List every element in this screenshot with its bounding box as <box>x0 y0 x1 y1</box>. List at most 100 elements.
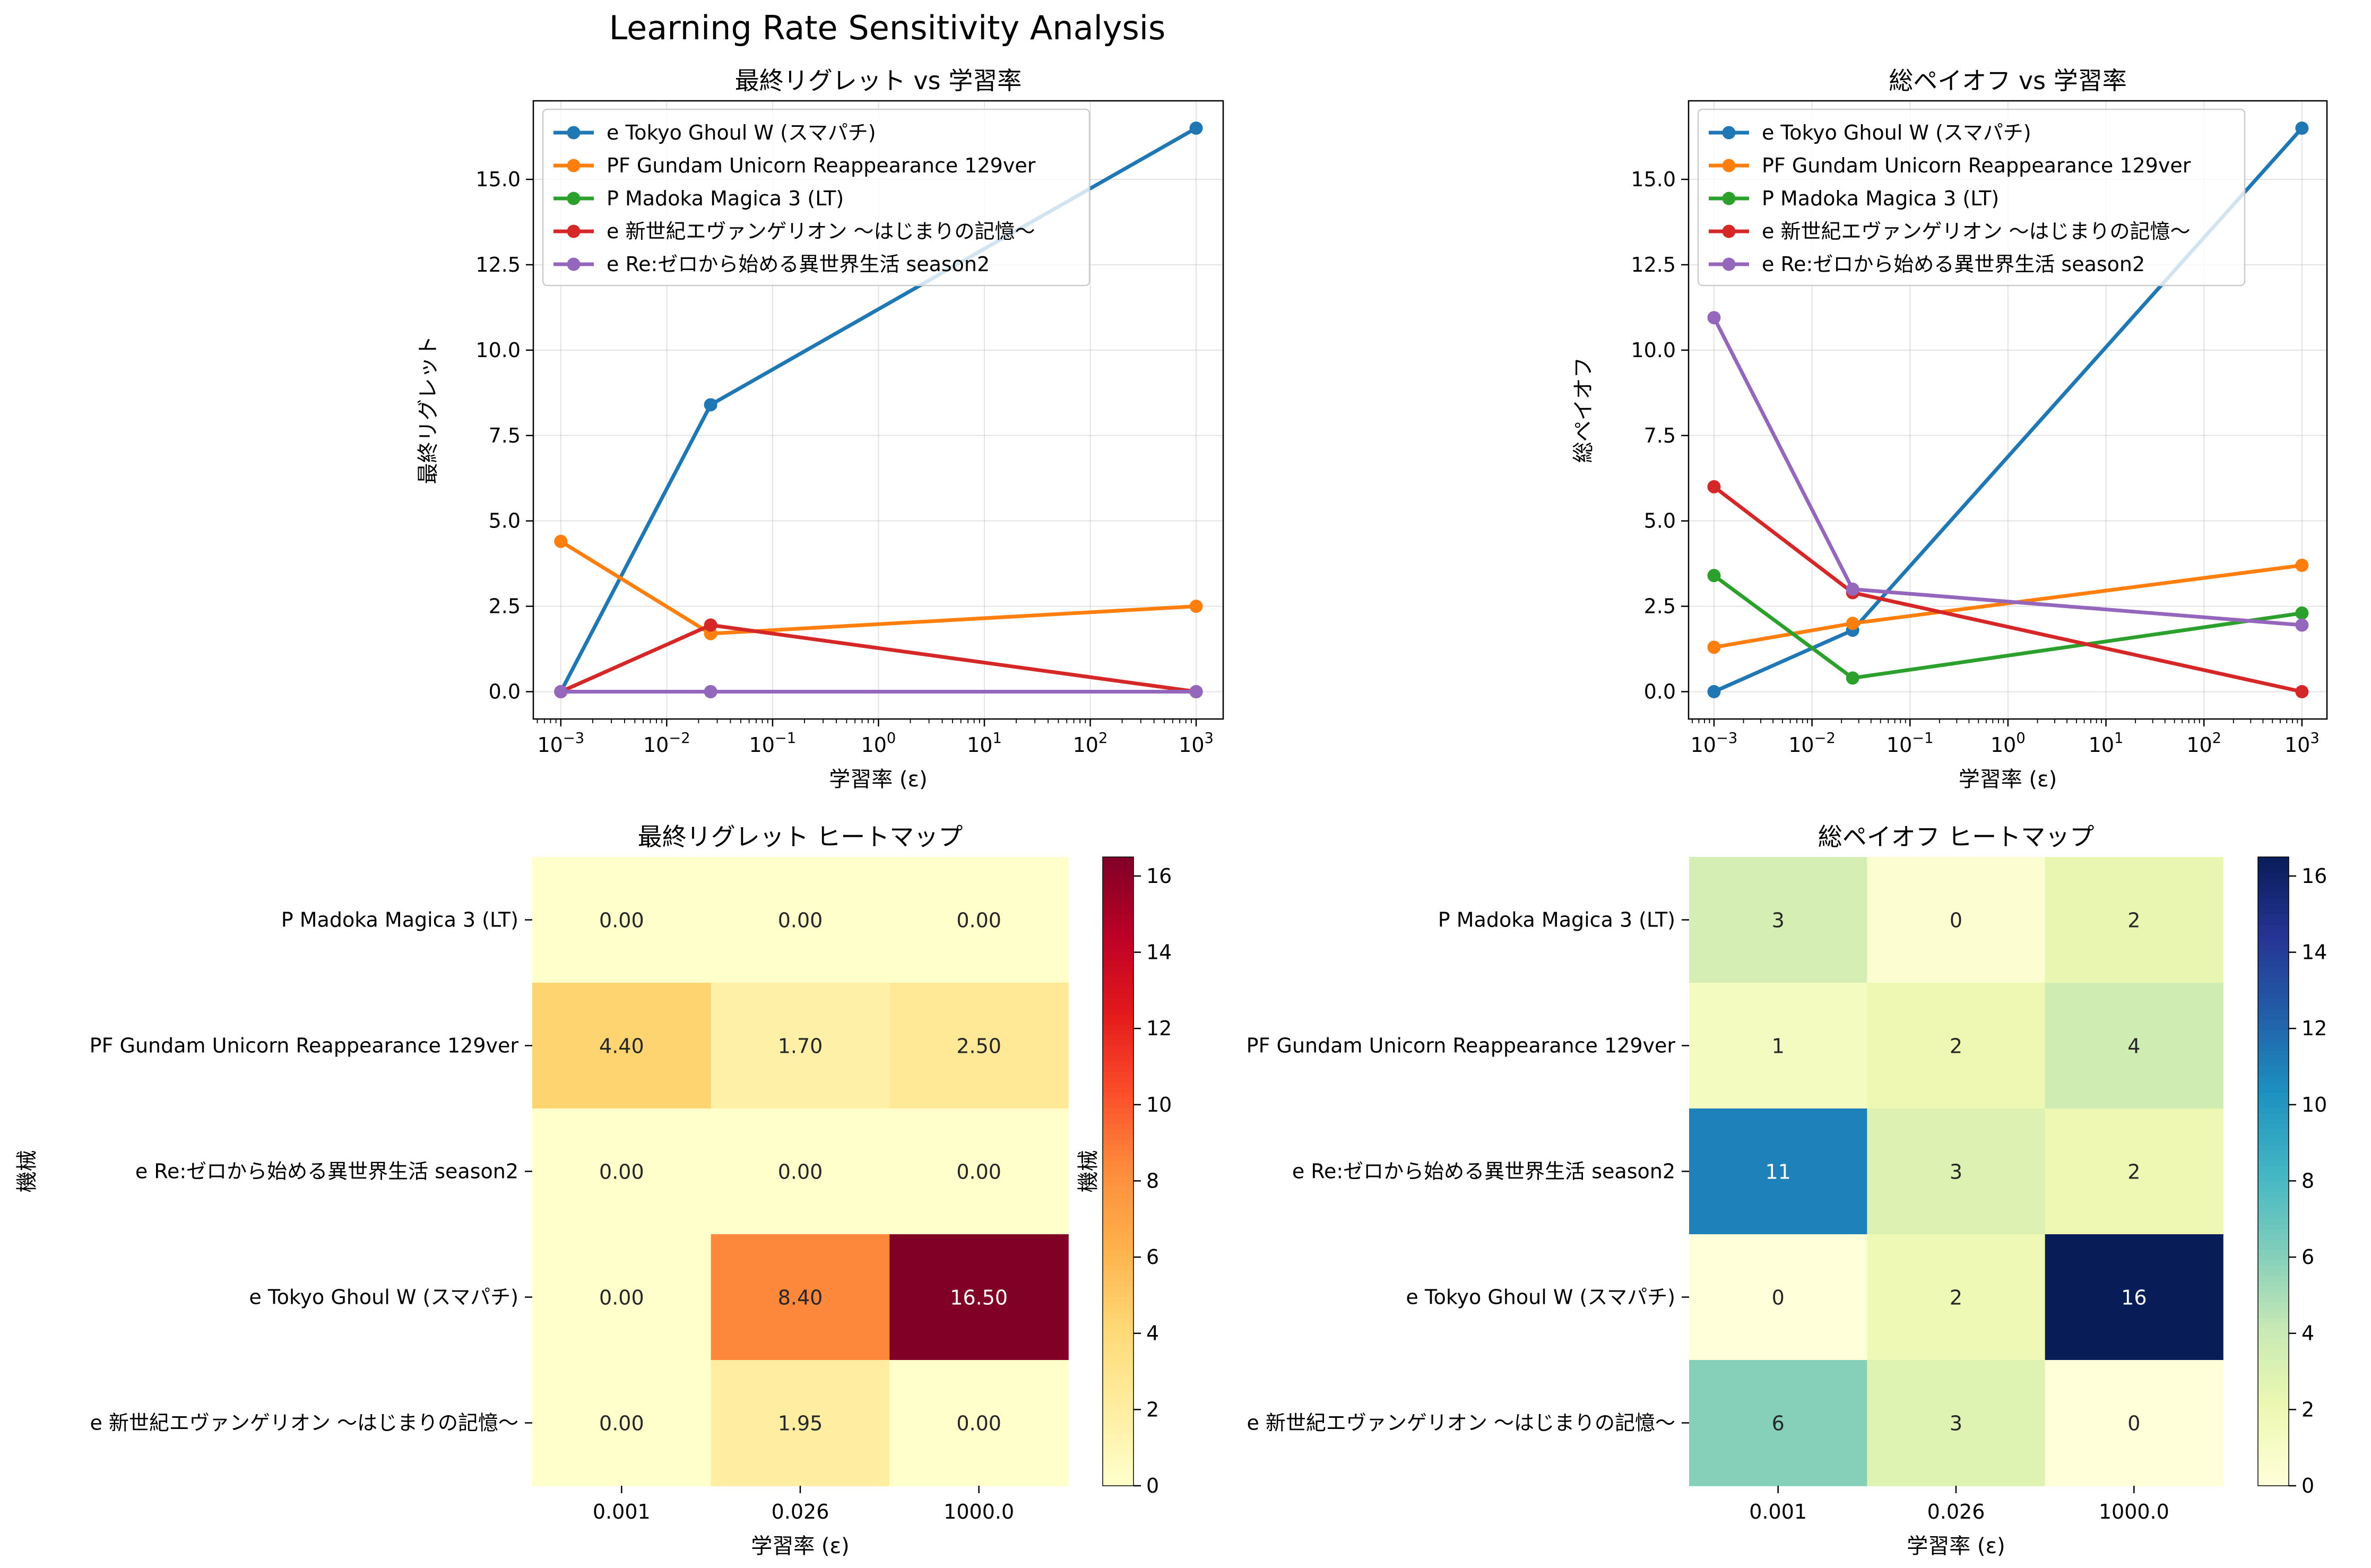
colorbar-segment <box>2258 883 2289 889</box>
data-point <box>1846 582 1859 596</box>
colorbar-segment <box>2258 1087 2289 1094</box>
colorbar-segment <box>1103 951 1133 957</box>
y-tick-label: 2.5 <box>1644 595 1676 618</box>
chart-title: 最終リグレット vs 学習率 <box>735 66 1022 95</box>
colorbar-segment <box>1103 1145 1133 1151</box>
data-point <box>1846 671 1859 685</box>
colorbar-segment <box>1103 1187 1133 1193</box>
colorbar-segment <box>1103 961 1133 968</box>
colorbar: 0 2 4 6 8 10 12 14 16 機械 <box>1076 856 1172 1497</box>
colorbar-segment <box>1103 1202 1133 1209</box>
colorbar-segment <box>1103 1160 1133 1167</box>
colorbar-segment <box>1103 1229 1133 1235</box>
heatmap-cell <box>889 1108 1069 1235</box>
colorbar-segment <box>1103 925 1133 931</box>
data-point <box>554 685 568 699</box>
cell-value-label: 0 <box>1950 909 1962 932</box>
colorbar-segment <box>2258 956 2289 963</box>
data-point <box>1707 569 1721 583</box>
colorbar-segment <box>1103 1150 1133 1156</box>
heatmap-cell <box>1867 1234 2046 1361</box>
legend-item: e Tokyo Ghoul W (スマパチ) <box>553 121 876 144</box>
series-madoka <box>1707 569 2309 685</box>
colorbar-tick-label: 10 <box>2301 1093 2327 1116</box>
colorbar-segment <box>1103 1140 1133 1146</box>
data-point <box>2295 606 2309 620</box>
colorbar-segment <box>2258 899 2289 905</box>
colorbar-segment <box>2258 1302 2289 1309</box>
heatmap-cell <box>532 857 712 983</box>
colorbar-segment <box>1103 1218 1133 1225</box>
data-point <box>1189 121 1203 135</box>
heatmap-cell <box>1689 983 1868 1109</box>
colorbar-segment <box>2258 967 2289 973</box>
colorbar-segment <box>1103 899 1133 905</box>
y-tick-label: 5.0 <box>489 509 521 533</box>
colorbar-segment <box>2258 1213 2289 1219</box>
colorbar-segment <box>1103 1286 1133 1293</box>
colorbar-segment <box>1103 1323 1133 1329</box>
colorbar-segment <box>1103 1407 1133 1413</box>
chart-title: 最終リグレット ヒートマップ <box>638 822 963 851</box>
colorbar-segment <box>2258 1129 2289 1136</box>
colorbar-segment <box>2258 1370 2289 1376</box>
colorbar-tick-label: 0 <box>1146 1474 1159 1497</box>
colorbar-segment <box>1103 977 1133 983</box>
heatmap-cell <box>1867 1360 2046 1486</box>
colorbar-segment <box>2258 1040 2289 1046</box>
colorbar-segment <box>1103 1103 1133 1109</box>
cell-value-label: 0.00 <box>599 1412 644 1435</box>
heatmap-cells: 3 0 2 1 2 4 11 3 2 0 2 16 6 3 0 <box>1689 857 2223 1486</box>
colorbar-segment <box>1103 1344 1133 1350</box>
colorbar-segment <box>1103 867 1133 873</box>
colorbar-segment <box>1103 1244 1133 1251</box>
colorbar-segment <box>1103 914 1133 921</box>
colorbar-segment <box>2258 1444 2289 1450</box>
legend-item: e 新世紀エヴァンゲリオン 〜はじまりの記憶〜 <box>1709 220 2191 243</box>
heatmap-cell <box>889 1360 1069 1486</box>
colorbar-segment <box>1103 1339 1133 1345</box>
legend-marker <box>1722 126 1736 140</box>
colorbar-segment <box>1103 1224 1133 1229</box>
colorbar-segment <box>1103 1087 1133 1094</box>
colorbar-segment <box>1103 1307 1133 1313</box>
y-tick-label: P Madoka Magica 3 (LT) <box>1438 908 1675 932</box>
y-tick-label: 0.0 <box>1644 680 1676 704</box>
legend: e Tokyo Ghoul W (スマパチ) PF Gundam Unicorn … <box>542 108 1091 287</box>
cell-value-label: 1.70 <box>778 1035 823 1058</box>
colorbar-segment <box>1103 1480 1133 1486</box>
colorbar-segment <box>2258 1266 2289 1271</box>
colorbar-segment <box>1103 1208 1133 1214</box>
colorbar-segment <box>1103 1098 1133 1104</box>
x-tick-label: 10−1 <box>749 730 797 757</box>
legend-item: PF Gundam Unicorn Reappearance 129ver <box>1709 154 2191 177</box>
colorbar-segment <box>2258 888 2289 894</box>
colorbar-segment <box>1103 1449 1133 1455</box>
heatmap-cell <box>532 1360 712 1486</box>
legend-marker <box>567 159 581 172</box>
colorbar-segment <box>2258 914 2289 921</box>
cell-value-label: 8.40 <box>778 1286 823 1310</box>
colorbar-segment <box>2258 1428 2289 1434</box>
data-point <box>1189 600 1203 613</box>
colorbar-tick-label: 14 <box>1146 941 1172 964</box>
colorbar-segment <box>2258 1313 2289 1319</box>
colorbar-label: 機械 <box>1076 1150 1101 1193</box>
legend-label: e Re:ゼロから始める異世界生活 season2 <box>607 253 990 276</box>
cell-value-label: 4 <box>2127 1035 2140 1058</box>
x-tick-label: 10−2 <box>1788 730 1836 757</box>
colorbar-segment <box>2258 1276 2289 1282</box>
colorbar-segment <box>2258 1166 2289 1172</box>
heatmap-cell <box>889 1234 1069 1361</box>
colorbar-segment <box>2258 951 2289 957</box>
colorbar-segment <box>2258 1307 2289 1313</box>
colorbar-segment <box>1103 1166 1133 1172</box>
cell-value-label: 16 <box>2121 1286 2147 1310</box>
heatmap-cell <box>711 857 890 983</box>
legend-item: P Madoka Magica 3 (LT) <box>1709 187 1999 210</box>
colorbar-segment <box>1103 894 1133 899</box>
colorbar-segment <box>1103 1124 1133 1130</box>
x-tick-label: 10−1 <box>1887 730 1934 757</box>
colorbar-segment <box>1103 1360 1133 1366</box>
colorbar-tick-label: 4 <box>1146 1322 1159 1345</box>
